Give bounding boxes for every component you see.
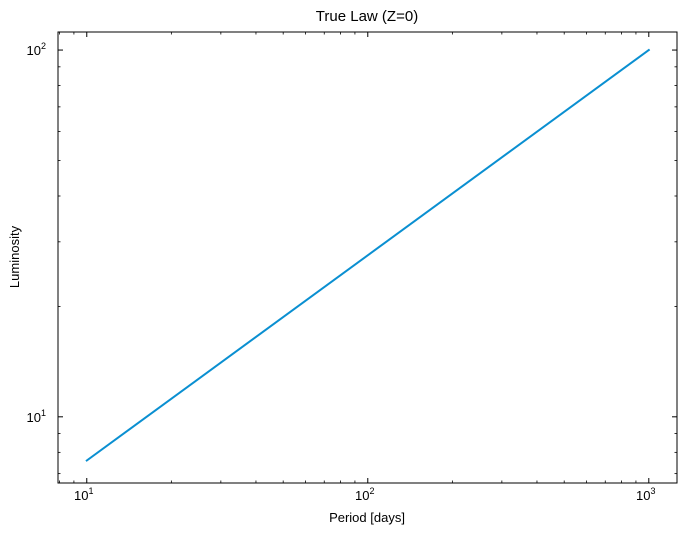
x-tick-label: 101 [74, 486, 93, 503]
x-tick-label: 102 [355, 486, 374, 503]
x-axis-label: Period [days] [329, 510, 405, 525]
major-ticks [58, 32, 677, 483]
tick-labels: 101 102 103 101 102 [27, 41, 656, 503]
plot-frame [57, 31, 678, 484]
series-line [85, 48, 651, 462]
minor-ticks [58, 32, 677, 483]
series-layer [85, 48, 651, 462]
chart-title: True Law (Z=0) [316, 8, 418, 25]
y-axis-label: Luminosity [7, 225, 22, 288]
y-tick-label: 102 [27, 41, 46, 58]
y-tick-label: 101 [27, 408, 46, 425]
x-tick-label: 103 [636, 486, 655, 503]
